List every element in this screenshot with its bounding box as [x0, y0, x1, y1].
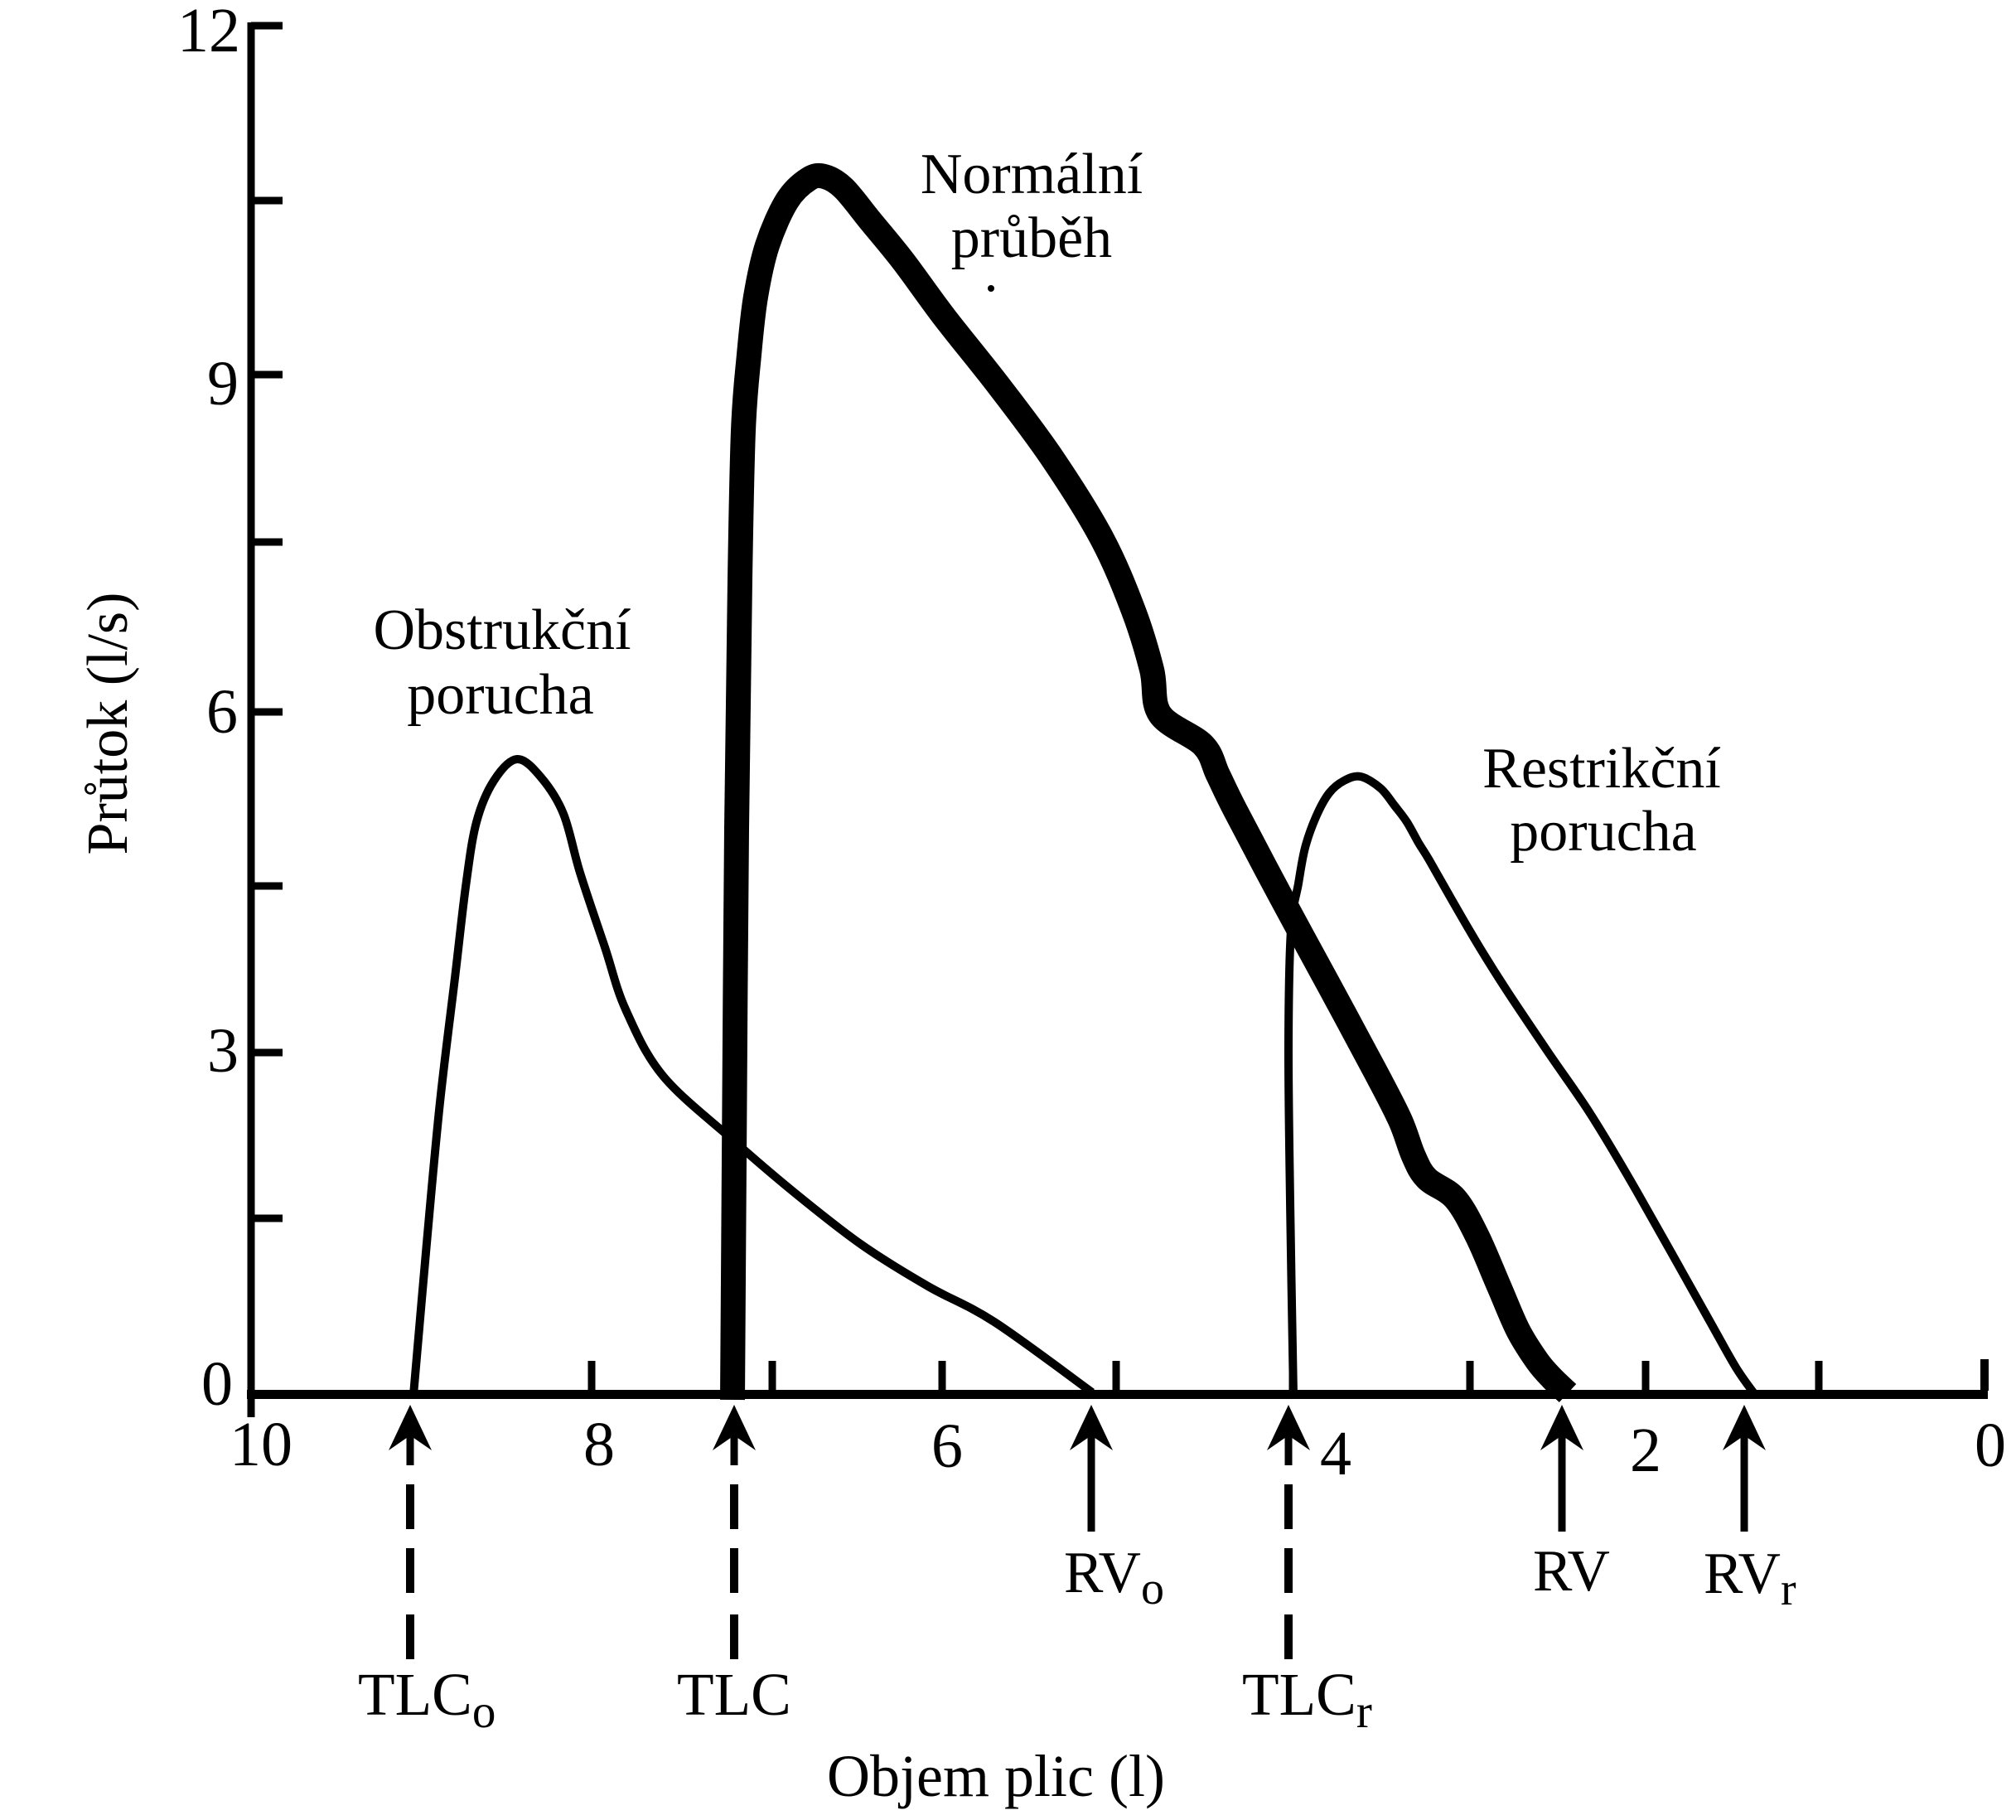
- svg-text:TLCr: TLCr: [1242, 1661, 1372, 1738]
- svg-text:0: 0: [1975, 1411, 2006, 1480]
- svg-text:10: 10: [230, 1410, 292, 1479]
- svg-text:porucha: porucha: [1510, 800, 1696, 864]
- svg-text:0: 0: [201, 1349, 233, 1419]
- svg-text:8: 8: [583, 1410, 615, 1479]
- svg-text:RV: RV: [1533, 1539, 1610, 1604]
- svg-text:Obstrukční: Obstrukční: [373, 598, 631, 662]
- svg-text:4: 4: [1320, 1419, 1351, 1488]
- svg-text:Objem plic (l): Objem plic (l): [827, 1743, 1165, 1809]
- svg-text:6: 6: [931, 1411, 963, 1481]
- svg-text:3: 3: [207, 1016, 239, 1086]
- svg-text:porucha: porucha: [407, 663, 593, 727]
- svg-text:průběh: průběh: [951, 206, 1112, 270]
- svg-text:Průtok (l/s): Průtok (l/s): [76, 593, 140, 855]
- svg-text:Normální: Normální: [921, 143, 1143, 206]
- svg-text:2: 2: [1630, 1416, 1661, 1485]
- svg-text:12: 12: [177, 0, 240, 65]
- svg-text:TLC: TLC: [677, 1661, 791, 1728]
- svg-text:Restrikční: Restrikční: [1482, 737, 1721, 801]
- svg-text:9: 9: [207, 349, 239, 419]
- svg-text:6: 6: [206, 677, 238, 747]
- svg-text:RVo: RVo: [1064, 1541, 1164, 1614]
